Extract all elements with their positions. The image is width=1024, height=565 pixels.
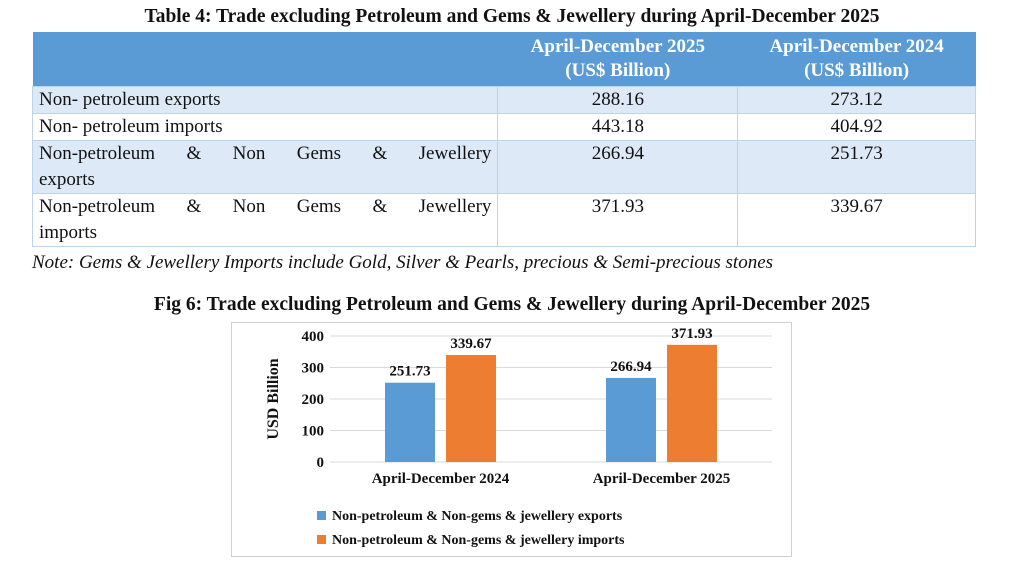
header-2025: April-December 2025 (US$ Billion) [497,32,738,87]
table-row: Non- petroleum imports 443.18 404.92 [31,113,976,141]
y-tick-label: 100 [302,424,325,440]
header-2024: April-December 2024 (US$ Billion) [737,32,976,87]
header-empty [32,32,498,87]
cell-2025: 371.93 [497,193,739,247]
table-row: Non- petroleum exports 288.16 273.12 [31,86,976,114]
header-2025-label: April-December 2025 [530,36,705,57]
bar-chart: 0 100 200 300 400 USD Billion 251.73 339.67 Apri… [265,326,772,548]
table-header-row: April-December 2025 (US$ Billion) April-D… [32,32,976,87]
bar-exports [385,382,435,462]
table-row: Non-petroleum & Non Gems & Jewellery expo… [31,140,976,194]
cell-2024: 273.12 [737,86,976,114]
cell-2025: 266.94 [497,140,739,194]
cell-2025: 443.18 [497,113,739,141]
y-tick-label: 0 [317,455,325,471]
row-label: Non-petroleum & Non Gems & Jewellery expo… [31,140,499,194]
cell-2025: 288.16 [497,86,739,114]
data-label: 371.93 [671,326,712,342]
row-label-line1: Non-petroleum & Non Gems & Jewellery [39,143,492,164]
table-row: Non-petroleum & Non Gems & Jewellery impo… [31,193,976,247]
row-label: Non- petroleum exports [31,86,499,114]
y-tick-label: 400 [302,329,325,345]
data-label: 266.94 [610,359,652,375]
legend-label: Non-petroleum & Non-gems & jewellery imp… [332,533,625,548]
row-label: Non- petroleum imports [31,113,499,141]
bar-exports [606,377,656,462]
cell-2024: 339.67 [737,193,976,247]
x-tick-label: April-December 2025 [593,471,731,487]
legend-swatch [317,535,326,544]
y-tick-label: 300 [302,361,325,377]
table-title: Table 4: Trade excluding Petroleum and G… [144,6,880,27]
row-label-line2: exports [39,169,95,190]
table-note: Note: Gems & Jewellery Imports include G… [32,252,774,273]
data-label: 339.67 [450,336,492,352]
legend-swatch [317,511,326,520]
y-axis-label: USD Billion [265,358,282,439]
row-label-line2: imports [39,222,98,243]
header-unit: (US$ Billion) [565,60,671,81]
cell-2024: 404.92 [737,113,976,141]
header-2024-label: April-December 2024 [769,36,944,57]
chart-title: Fig 6: Trade excluding Petroleum and Gem… [153,294,871,315]
row-label: Non-petroleum & Non Gems & Jewellery impo… [31,193,499,247]
bar-imports [446,355,496,462]
header-unit: (US$ Billion) [804,60,910,81]
trade-table: April-December 2025 (US$ Billion) April-D… [31,32,976,247]
row-label-line1: Non-petroleum & Non Gems & Jewellery [39,196,492,217]
legend-label: Non-petroleum & Non-gems & jewellery exp… [332,509,623,524]
data-label: 251.73 [389,364,430,380]
cell-2024: 251.73 [737,140,976,194]
bar-imports [667,344,717,462]
chart-frame: 0 100 200 300 400 USD Billion 251.73 339.67 Apri… [231,322,792,557]
y-tick-label: 200 [302,392,325,408]
x-tick-label: April-December 2024 [372,471,510,487]
